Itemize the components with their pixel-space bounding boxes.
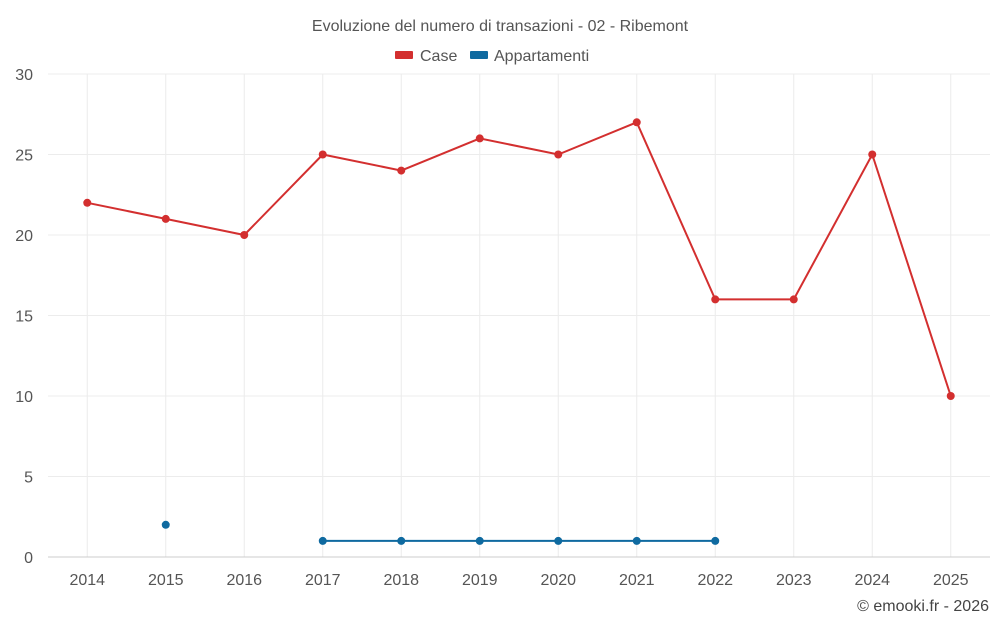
x-tick-label: 2024 [854, 572, 890, 589]
data-point-case[interactable] [83, 198, 92, 207]
series-appartamenti [161, 520, 720, 545]
data-point-case[interactable] [868, 150, 877, 159]
data-point-case[interactable] [632, 118, 641, 127]
legend: Case Appartamenti [395, 48, 589, 65]
data-point-appartamenti[interactable] [397, 536, 406, 545]
data-point-case[interactable] [318, 150, 327, 159]
y-tick-label: 25 [15, 148, 33, 165]
x-tick-label: 2016 [226, 572, 262, 589]
y-gridlines [48, 73, 990, 558]
legend-label: Appartamenti [494, 48, 589, 65]
series-layer [83, 118, 955, 545]
data-point-appartamenti[interactable] [318, 536, 327, 545]
data-point-case[interactable] [397, 166, 406, 175]
legend-swatch [395, 51, 413, 59]
data-point-case[interactable] [161, 214, 170, 223]
x-tick-label: 2021 [619, 572, 655, 589]
x-tick-label: 2023 [776, 572, 812, 589]
y-tick-label: 20 [15, 228, 33, 245]
data-point-appartamenti[interactable] [711, 536, 720, 545]
data-point-case[interactable] [711, 295, 720, 304]
y-tick-label: 10 [15, 389, 33, 406]
legend-swatch [470, 51, 488, 59]
x-tick-label: 2019 [462, 572, 498, 589]
legend-item-appartamenti[interactable]: Appartamenti [470, 48, 589, 65]
x-tick-label: 2022 [697, 572, 733, 589]
x-axis-tick-labels: 2014 2015 2016 2017 2018 2019 2020 2021 2022 2023… [69, 572, 968, 589]
data-point-case[interactable] [240, 231, 249, 239]
data-point-appartamenti[interactable] [475, 536, 484, 545]
data-point-case[interactable] [554, 150, 563, 159]
data-point-appartamenti[interactable] [632, 536, 641, 545]
chart-title: Evoluzione del numero di transazioni - 0… [312, 18, 689, 35]
x-tick-label: 2025 [933, 572, 969, 589]
legend-item-case[interactable]: Case [395, 48, 457, 65]
data-point-case[interactable] [475, 134, 484, 143]
y-tick-label: 15 [15, 309, 33, 326]
y-tick-label: 30 [15, 67, 33, 84]
x-tick-label: 2018 [383, 572, 419, 589]
data-point-appartamenti[interactable] [554, 536, 563, 545]
credit-text: © emooki.fr - 2026 [857, 598, 989, 615]
x-tick-label: 2015 [148, 572, 184, 589]
data-point-case[interactable] [789, 295, 798, 304]
legend-label: Case [420, 48, 457, 65]
y-tick-label: 5 [24, 470, 33, 487]
data-point-case[interactable] [946, 392, 955, 400]
series-case [83, 118, 955, 400]
y-tick-label: 0 [24, 550, 33, 567]
x-tick-label: 2014 [69, 572, 105, 589]
x-tick-label: 2017 [305, 572, 341, 589]
data-point-appartamenti[interactable] [161, 520, 170, 529]
y-axis-tick-labels: 0 5 10 15 20 25 30 [15, 67, 33, 567]
x-tick-label: 2020 [540, 572, 576, 589]
series-line-case [87, 121, 952, 397]
